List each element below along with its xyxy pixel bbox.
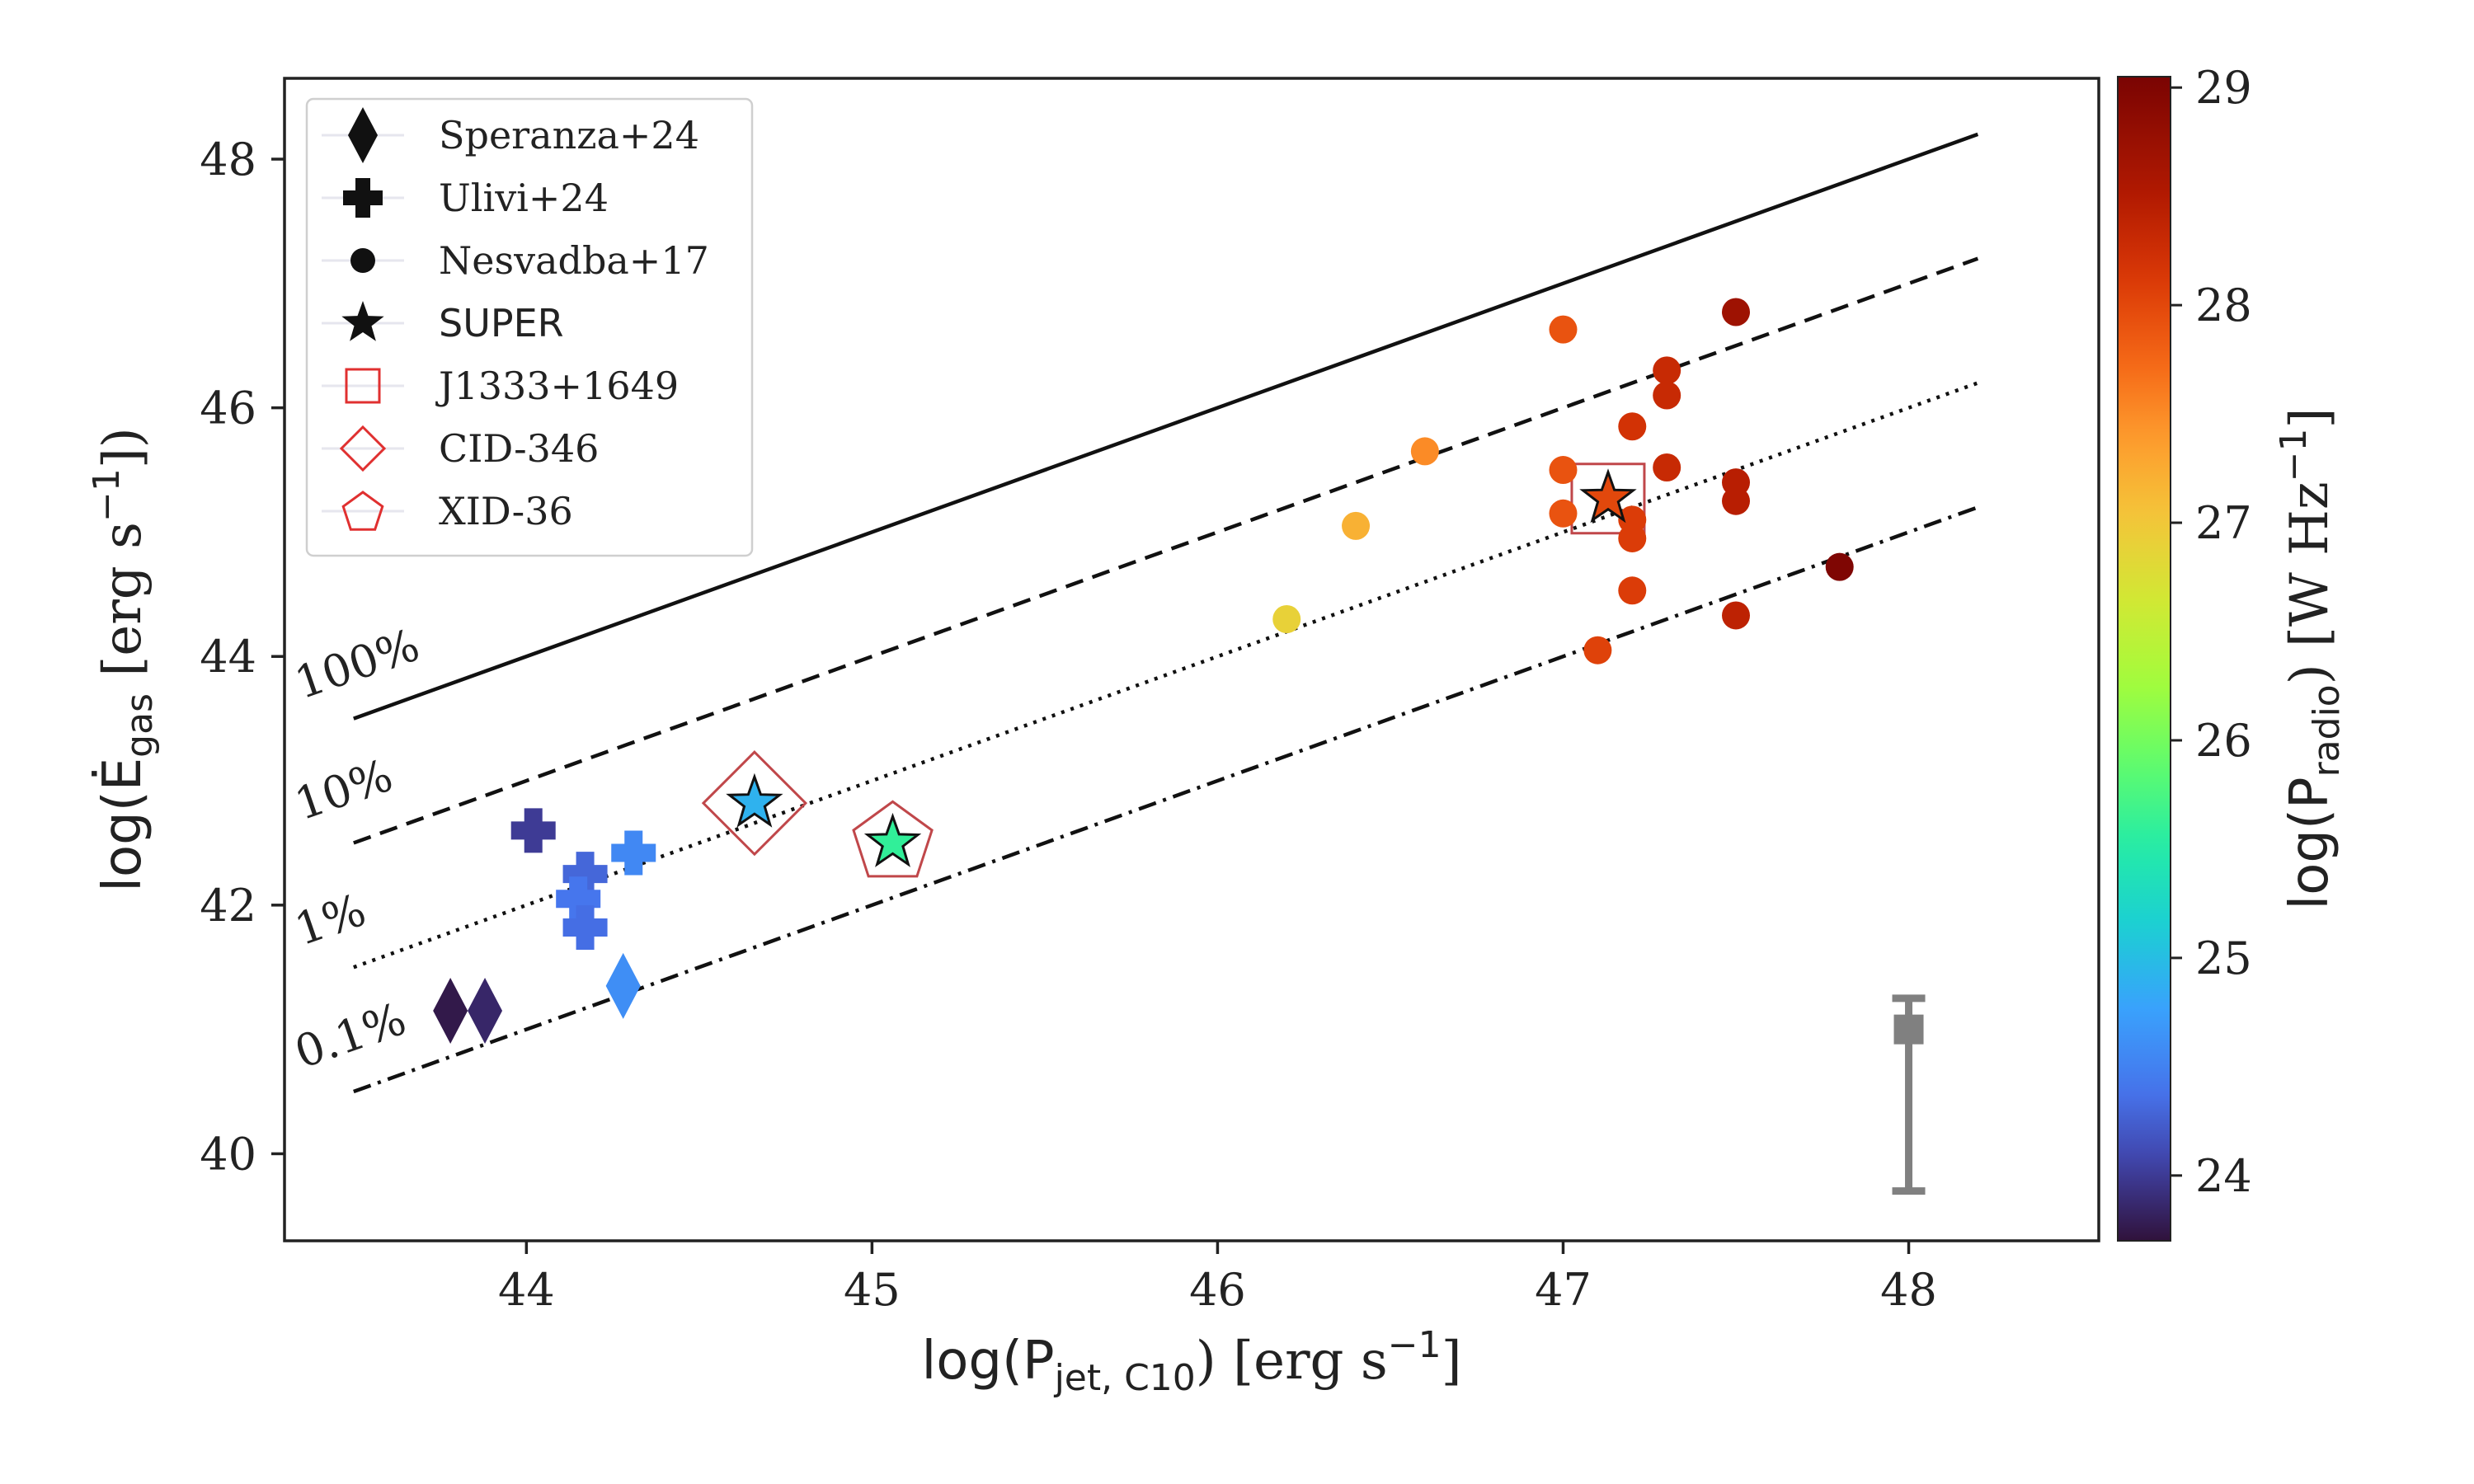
- nesvadba-17-point: [1653, 356, 1681, 384]
- nesvadba-17-point: [1618, 412, 1646, 440]
- axis-label-part: −1: [2273, 428, 2315, 481]
- axis-label-part: ]: [1442, 1331, 1462, 1392]
- colorbar-label: log(Pradio) [W Hz−1]: [2273, 407, 2348, 909]
- speranza-24-point: [606, 953, 641, 1019]
- nesvadba-17-point: [1722, 601, 1750, 629]
- nesvadba-17-point: [1549, 316, 1577, 344]
- y-tick-label: 44: [200, 631, 256, 683]
- y-tick-label: 40: [200, 1128, 256, 1180]
- nesvadba-17-point: [1653, 382, 1681, 410]
- axis-label-part: radio: [2306, 684, 2348, 777]
- reference-line-dashdot: [354, 507, 1978, 1092]
- axis-label-part: log(P: [2279, 777, 2340, 909]
- legend-speranza-24-label: Speranza+24: [439, 113, 699, 157]
- nesvadba-17-point: [1653, 453, 1681, 481]
- reference-line-label: 10%: [289, 749, 399, 831]
- speranza-24-point: [468, 978, 502, 1044]
- legend-ulivi-24-label: Ulivi+24: [439, 176, 609, 220]
- legend-xid-36-label: XID-36: [439, 489, 573, 533]
- y-tick-label: 48: [200, 134, 256, 186]
- legend: Speranza+24 Ulivi+24 Nesvadba+17 SUPER J1333…: [307, 99, 752, 556]
- y-axis-label: log(Ėgas [erg s−1]): [86, 427, 161, 892]
- y-tick-label: 42: [200, 880, 256, 932]
- speranza-24-point: [433, 978, 468, 1044]
- legend-cid-346-label: CID-346: [439, 426, 599, 471]
- axis-label-part: ]: [2279, 407, 2340, 428]
- ulivi-24-point: [611, 830, 656, 875]
- nesvadba-17-point: [1549, 500, 1577, 528]
- y-tick-label: 46: [200, 383, 256, 434]
- axis-label-part: log(Ė: [92, 758, 153, 892]
- colorbar-tick-label: 25: [2195, 932, 2252, 984]
- axis-label-part: [erg s: [92, 522, 153, 693]
- nesvadba-17-point: [1618, 576, 1646, 604]
- reference-line-label: 100%: [289, 618, 426, 709]
- nesvadba-17-point: [1722, 487, 1750, 515]
- legend-nesvadba-17-marker: [350, 248, 375, 273]
- nesvadba-17-point: [1618, 524, 1646, 552]
- legend-nesvadba-17-label: Nesvadba+17: [439, 238, 709, 283]
- ulivi-24-point: [511, 808, 556, 852]
- x-tick-label: 44: [498, 1264, 555, 1316]
- nesvadba-17-point: [1272, 605, 1300, 633]
- x-tick-label: 45: [844, 1264, 901, 1316]
- axis-label-part: ]): [92, 427, 153, 468]
- colorbar-bar: [2118, 77, 2171, 1241]
- x-tick-label: 48: [1880, 1264, 1937, 1316]
- axis-label-part: log(P: [921, 1331, 1054, 1392]
- scatter-chart: 100%10%1%0.1%44 45 46 47 484042444648log(Pje…: [0, 0, 2474, 1484]
- colorbar-tick-label: 29: [2195, 62, 2252, 114]
- reference-line-label: 1%: [289, 884, 373, 956]
- axis-label-part: ) [erg s: [1196, 1331, 1388, 1392]
- nesvadba-17-point: [1826, 553, 1854, 581]
- error-bar-marker: [1894, 1015, 1924, 1045]
- colorbar-tick-label: 26: [2195, 715, 2252, 767]
- colorbar-tick-label: 24: [2195, 1150, 2252, 1202]
- colorbar-tick-label: 28: [2195, 279, 2252, 331]
- legend-j1333-1649-label: J1333+1649: [435, 364, 679, 408]
- x-tick-label: 47: [1535, 1264, 1592, 1316]
- axis-label-part: −1: [86, 468, 128, 522]
- nesvadba-17-point: [1549, 456, 1577, 484]
- nesvadba-17-point: [1342, 512, 1370, 540]
- nesvadba-17-point: [1583, 636, 1611, 665]
- x-axis-label: log(Pjet, C10) [erg s−1]: [921, 1324, 1461, 1399]
- super-point: [868, 816, 918, 864]
- legend-super-label: SUPER: [439, 301, 564, 345]
- axis-label-part: ) [W Hz: [2279, 481, 2340, 684]
- axis-label-part: −1: [1388, 1324, 1442, 1366]
- colorbar-tick-label: 27: [2195, 497, 2252, 549]
- axis-label-part: jet, C10: [1054, 1357, 1196, 1399]
- axis-label-part: gas: [119, 693, 161, 758]
- super-point: [730, 777, 780, 824]
- nesvadba-17-point: [1411, 437, 1439, 465]
- x-tick-label: 46: [1189, 1264, 1246, 1316]
- colorbar: 24 25 26 27 28 29 log(Pradio) [W Hz−1]: [2118, 62, 2348, 1241]
- nesvadba-17-point: [1722, 298, 1750, 326]
- reference-line-label: 0.1%: [289, 993, 412, 1078]
